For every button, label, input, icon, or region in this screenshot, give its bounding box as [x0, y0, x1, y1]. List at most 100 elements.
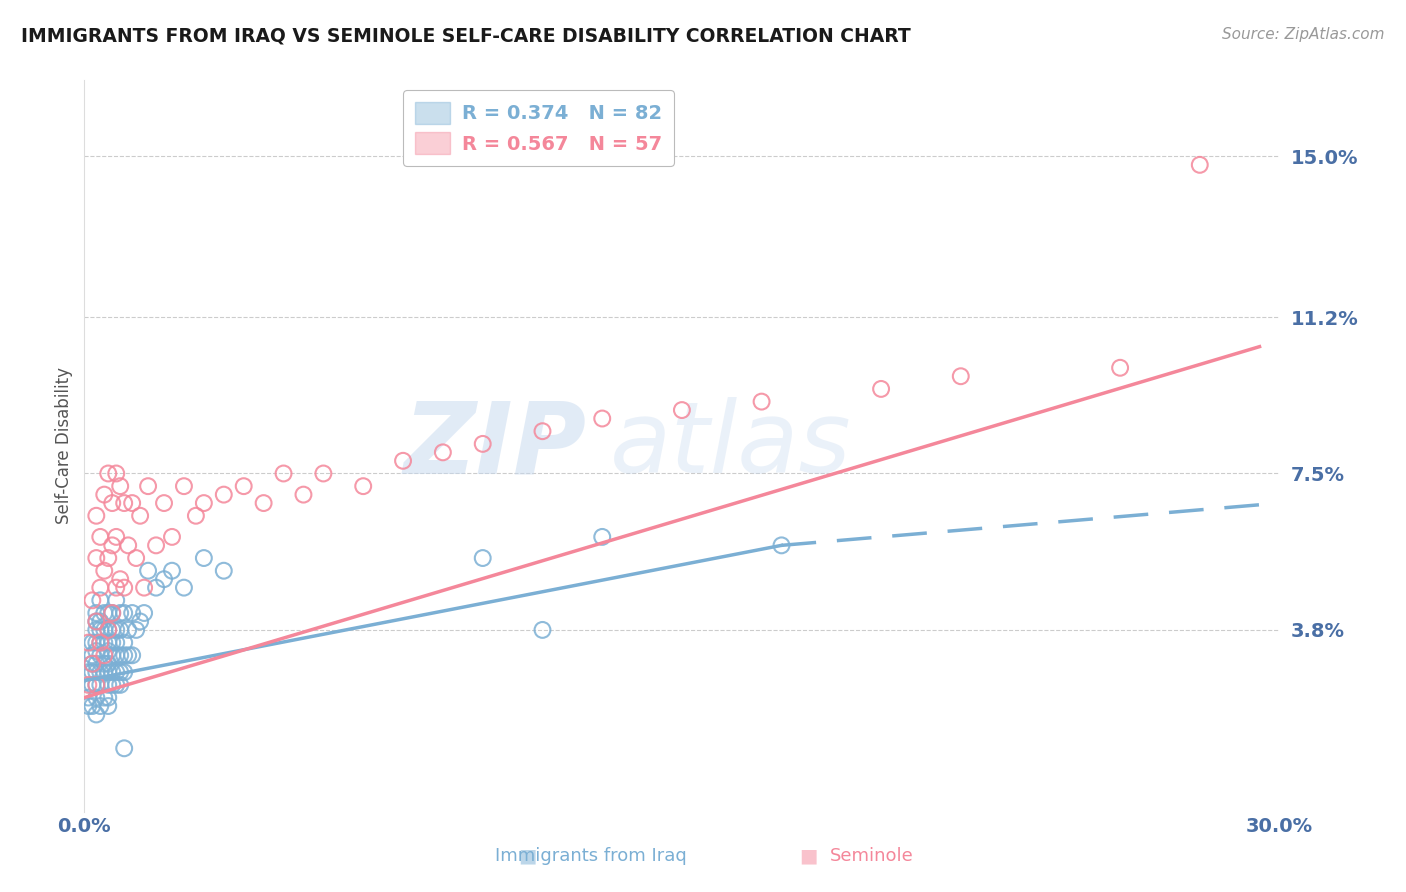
Point: [97, 467, 120, 481]
Point: [89, 648, 111, 663]
Point: [105, 467, 128, 481]
Point: [212, 488, 235, 502]
Point: [173, 581, 195, 595]
Point: [86, 508, 108, 523]
Point: [86, 615, 108, 629]
Point: [160, 530, 183, 544]
Point: [129, 508, 152, 523]
Point: [110, 606, 132, 620]
Point: [77, 678, 100, 692]
Point: [105, 678, 128, 692]
Point: [89, 635, 111, 649]
Point: [117, 623, 139, 637]
Point: [101, 635, 124, 649]
Text: atlas: atlas: [610, 398, 852, 494]
Point: [136, 479, 159, 493]
Point: [292, 488, 315, 502]
Point: [751, 394, 773, 409]
Point: [184, 508, 207, 523]
Point: [77, 699, 100, 714]
Text: Source: ZipAtlas.com: Source: ZipAtlas.com: [1222, 27, 1385, 42]
Point: [949, 369, 972, 384]
Point: [93, 657, 115, 671]
Text: Seminole: Seminole: [830, 847, 914, 865]
Point: [77, 690, 100, 705]
Point: [97, 644, 120, 658]
Point: [86, 644, 108, 658]
Point: [121, 606, 143, 620]
Point: [212, 564, 235, 578]
Text: ■: ■: [799, 847, 818, 866]
Point: [105, 530, 128, 544]
Point: [160, 564, 183, 578]
Point: [105, 635, 128, 649]
Point: [101, 606, 124, 620]
Point: [101, 678, 124, 692]
Text: Immigrants from Iraq: Immigrants from Iraq: [495, 847, 686, 865]
Point: [132, 581, 156, 595]
Point: [93, 623, 115, 637]
Point: [93, 635, 115, 649]
Point: [89, 581, 111, 595]
Point: [89, 678, 111, 692]
Point: [101, 606, 124, 620]
Point: [117, 648, 139, 663]
Point: [86, 678, 108, 692]
Point: [97, 635, 120, 649]
Point: [97, 690, 120, 705]
Point: [93, 564, 115, 578]
Point: [93, 648, 115, 663]
Point: [110, 678, 132, 692]
Point: [89, 593, 111, 607]
Point: [117, 538, 139, 552]
Point: [273, 467, 295, 481]
Point: [86, 615, 108, 629]
Point: [132, 606, 156, 620]
Point: [110, 479, 132, 493]
Point: [432, 445, 454, 459]
Text: IMMIGRANTS FROM IRAQ VS SEMINOLE SELF-CARE DISABILITY CORRELATION CHART: IMMIGRANTS FROM IRAQ VS SEMINOLE SELF-CA…: [21, 27, 911, 45]
Point: [105, 665, 128, 680]
Point: [82, 678, 104, 692]
Point: [312, 467, 335, 481]
Point: [112, 635, 135, 649]
Point: [82, 657, 104, 671]
Y-axis label: Self-Care Disability: Self-Care Disability: [55, 368, 73, 524]
Point: [121, 648, 143, 663]
Point: [86, 551, 108, 566]
Point: [591, 530, 613, 544]
Point: [232, 479, 254, 493]
Point: [112, 648, 135, 663]
Point: [531, 623, 554, 637]
Point: [136, 564, 159, 578]
Point: [352, 479, 374, 493]
Point: [86, 707, 108, 722]
Point: [591, 411, 613, 425]
Point: [110, 648, 132, 663]
Point: [105, 623, 128, 637]
Point: [125, 551, 148, 566]
Point: [89, 699, 111, 714]
Point: [145, 581, 167, 595]
Point: [97, 678, 120, 692]
Point: [671, 403, 693, 417]
Point: [145, 538, 167, 552]
Point: [1109, 360, 1132, 375]
Point: [770, 538, 793, 552]
Point: [86, 690, 108, 705]
Point: [93, 690, 115, 705]
Point: [101, 648, 124, 663]
Text: ■: ■: [517, 847, 537, 866]
Point: [125, 623, 148, 637]
Point: [112, 606, 135, 620]
Point: [97, 657, 120, 671]
Point: [112, 581, 135, 595]
Point: [97, 623, 120, 637]
Point: [253, 496, 276, 510]
Point: [86, 678, 108, 692]
Point: [89, 530, 111, 544]
Point: [86, 606, 108, 620]
Point: [93, 665, 115, 680]
Point: [105, 648, 128, 663]
Point: [101, 665, 124, 680]
